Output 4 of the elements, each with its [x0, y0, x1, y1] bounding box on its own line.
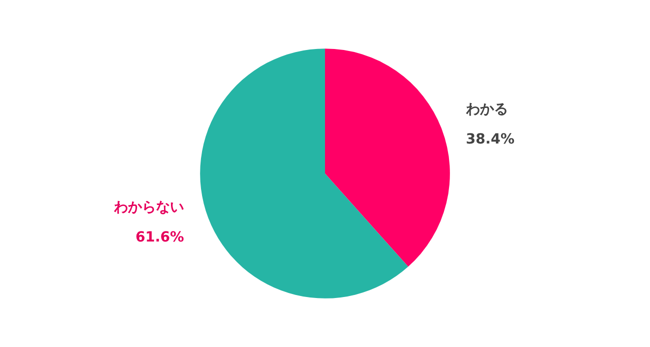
slice-label: わからない: [113, 199, 184, 216]
data-label: 38.4%: [466, 132, 515, 148]
data-label: 61.6%: [135, 229, 184, 246]
slice-label: わかる: [464, 102, 508, 118]
